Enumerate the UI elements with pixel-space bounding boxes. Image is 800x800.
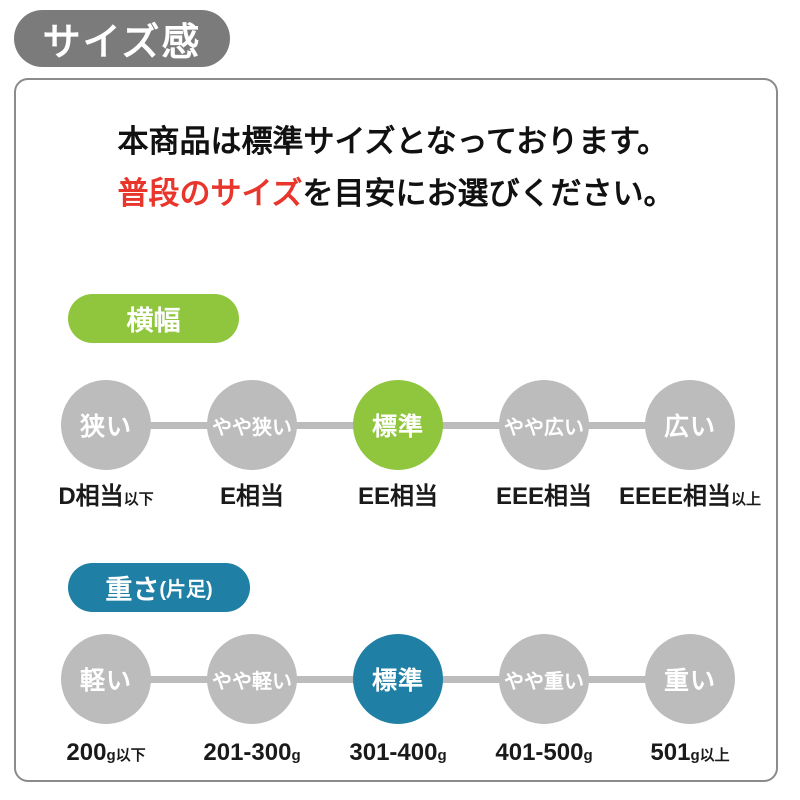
- width-step-standard-active: 標準: [353, 380, 443, 470]
- weight-section-badge: 重さ (片足): [68, 563, 250, 612]
- page-title-badge: サイズ感: [14, 10, 230, 67]
- width-scale-label-1: D相当以下: [58, 483, 154, 510]
- weight-step-standard-active: 標準: [353, 634, 443, 724]
- intro-line-2: 普段のサイズを目安にお選びください。: [117, 168, 674, 220]
- width-scale-label-5: EEEE相当以上: [618, 483, 762, 510]
- weight-scale-label-4: 401-500g: [495, 739, 593, 766]
- width-step-slightly-wide: やや広い: [499, 380, 589, 470]
- width-scale-label-3: EE相当: [357, 483, 438, 510]
- weight-badge-suffix: (片足): [159, 579, 213, 601]
- weight-step-light: 軽い: [61, 634, 151, 724]
- width-scale-label-4: EEE相当: [495, 483, 593, 510]
- page-title: サイズ感: [42, 22, 202, 64]
- intro-line-1: 本商品は標準サイズとなっております。: [117, 124, 669, 159]
- weight-scale-label-1: 200g以下: [66, 739, 146, 766]
- width-scale-labels: D相当以下 E相当 EE相当 EEE相当 EEEE相当以上: [16, 476, 776, 510]
- intro-highlight: 普段のサイズ: [117, 176, 303, 211]
- width-badge-label: 横幅: [126, 306, 181, 336]
- weight-step-row: 軽い やや軽い 標準 やや重い 重い: [16, 634, 776, 724]
- width-step-narrow: 狭い: [61, 380, 151, 470]
- width-section-badge: 横幅: [68, 294, 239, 343]
- weight-scale-label-3: 301-400g: [349, 739, 447, 766]
- weight-badge-label: 重さ: [105, 575, 160, 605]
- width-step-wide: 広い: [645, 380, 735, 470]
- intro-text: 本商品は標準サイズとなっております。 普段のサイズを目安にお選びください。: [16, 116, 776, 220]
- width-step-row: 狭い やや狭い 標準 やや広い 広い: [16, 380, 776, 470]
- width-scale-label-2: E相当: [219, 483, 284, 510]
- weight-step-slightly-heavy: やや重い: [499, 634, 589, 724]
- size-info-panel: 本商品は標準サイズとなっております。 普段のサイズを目安にお選びください。 横幅…: [14, 78, 778, 782]
- width-step-slightly-narrow: やや狭い: [207, 380, 297, 470]
- weight-scale-label-5: 501g以上: [650, 739, 730, 766]
- intro-line-2-rest: を目安にお選びください。: [302, 176, 675, 211]
- weight-scale-labels: 200g以下 201-300g 301-400g 401-500g 501g以上: [16, 739, 776, 773]
- weight-step-heavy: 重い: [645, 634, 735, 724]
- weight-step-slightly-light: やや軽い: [207, 634, 297, 724]
- weight-scale-label-2: 201-300g: [203, 739, 301, 766]
